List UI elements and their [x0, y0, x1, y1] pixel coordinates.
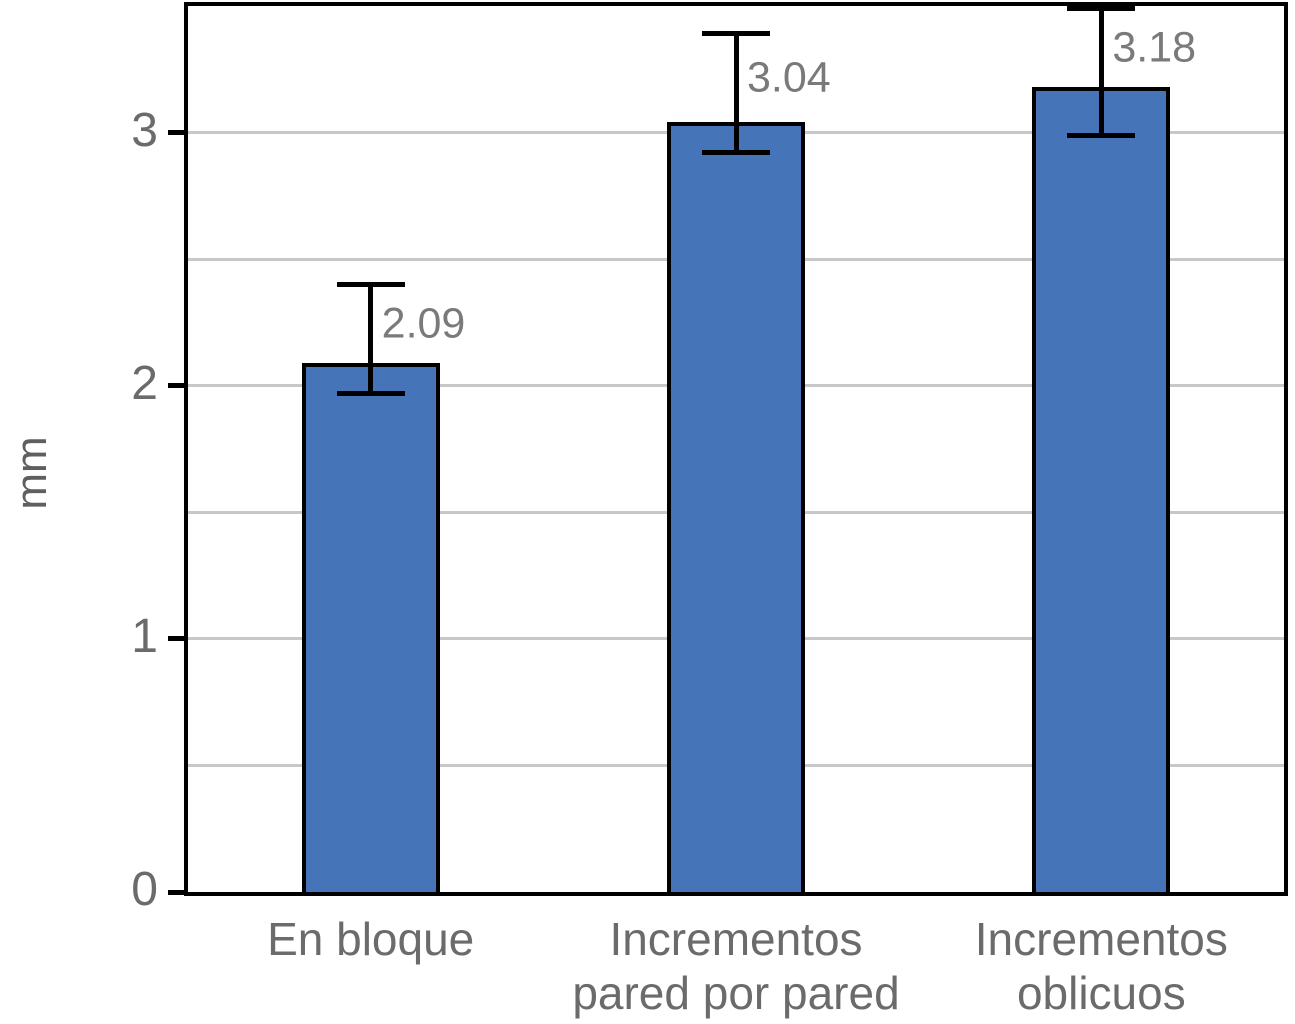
x-category-label: En bloque [267, 913, 475, 965]
bar-value-label: 3.04 [747, 53, 831, 102]
y-axis-title: mm [7, 436, 56, 510]
y-tick-mark [168, 889, 184, 895]
y-tick-mark [168, 383, 184, 389]
y-tick-label: 0 [131, 863, 158, 917]
error-bar-cap [1067, 132, 1136, 138]
error-bar-cap [702, 150, 770, 156]
error-bar-line [368, 284, 374, 394]
y-tick-label: 1 [131, 609, 158, 663]
x-category-label: Incrementos oblicuos [974, 913, 1228, 1019]
error-bar-cap [336, 390, 405, 396]
error-bar-cap [1067, 6, 1136, 12]
x-category-label: Incrementos pared por pared [572, 913, 900, 1019]
bar-value-label: 3.18 [1112, 23, 1197, 72]
y-tick-mark [168, 130, 184, 136]
plot-area: 2.09 3.04 3.18 [184, 2, 1288, 896]
error-bar-cap [702, 31, 770, 37]
error-bar-line [733, 33, 739, 153]
bar [667, 122, 805, 892]
y-tick-label: 3 [131, 103, 158, 157]
y-tick-mark [168, 636, 184, 642]
bar [301, 362, 440, 892]
y-tick-label: 2 [131, 356, 158, 410]
bar [1032, 87, 1171, 892]
bar-value-label: 2.09 [381, 299, 466, 348]
error-bar-cap [336, 281, 405, 287]
error-bar-line [1098, 8, 1104, 136]
